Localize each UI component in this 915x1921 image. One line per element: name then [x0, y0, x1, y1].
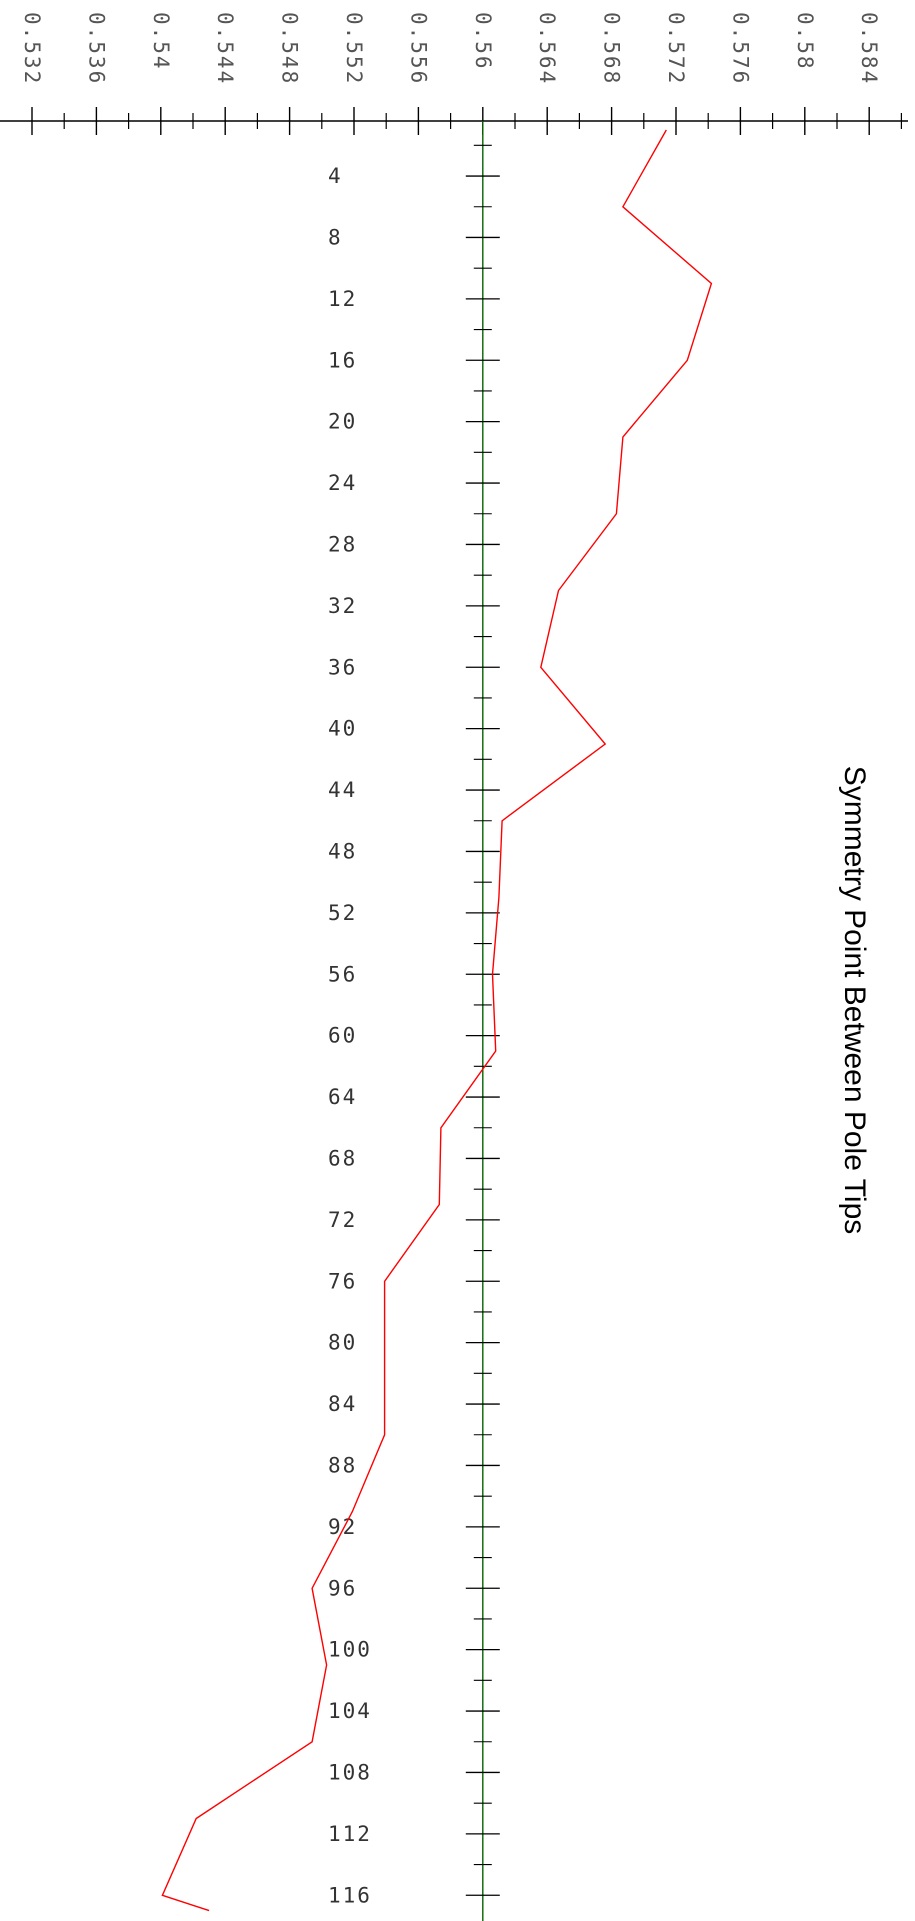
- y-tick-label: 76: [328, 1269, 357, 1293]
- y-tick-label: 24: [328, 471, 357, 495]
- y-tick-label: 48: [328, 839, 357, 863]
- x-tick-label: 0.572: [664, 12, 688, 85]
- y-tick-label: 20: [328, 410, 357, 434]
- y-tick-label: 16: [328, 348, 357, 372]
- y-tick-label: 40: [328, 717, 357, 741]
- y-tick-label: 56: [328, 962, 357, 986]
- y-tick-label: 60: [328, 1024, 357, 1048]
- y-tick-label: 108: [328, 1760, 372, 1784]
- y-tick-label: 64: [328, 1085, 357, 1109]
- y-tick-label: 12: [328, 287, 357, 311]
- chart-title: Symmetry Point Between Pole Tips: [838, 766, 871, 1235]
- series-group: [161, 129, 713, 1912]
- x-tick-label: 0.556: [406, 12, 430, 85]
- y-tick-label: 32: [328, 594, 357, 618]
- x-tick-label: 0.584: [857, 12, 881, 85]
- y-tick-label: 100: [328, 1638, 372, 1662]
- y-tick-label: 44: [328, 778, 357, 802]
- y-tick-label: 88: [328, 1453, 357, 1477]
- x-tick-label: 0.568: [600, 12, 624, 85]
- y-tick-label: 28: [328, 532, 357, 556]
- y-tick-label: 36: [328, 655, 357, 679]
- y-tick-label: 92: [328, 1515, 357, 1539]
- x-tick-label: 0.552: [342, 12, 366, 85]
- y-tick-label: 80: [328, 1331, 357, 1355]
- x-tick-label: 0.564: [535, 12, 559, 85]
- x-tick-label: 0.544: [213, 12, 237, 85]
- x-tick-label: 0.576: [728, 12, 752, 85]
- y-tick-label: 4: [328, 164, 343, 188]
- y-tick-label: 8: [328, 225, 343, 249]
- x-tick-label: 0.548: [278, 12, 302, 85]
- y-tick-label: 72: [328, 1208, 357, 1232]
- y-tick-label: 116: [328, 1883, 372, 1907]
- y-tick-label: 84: [328, 1392, 357, 1416]
- series-line-0: [161, 129, 713, 1912]
- y-tick-label: 52: [328, 901, 357, 925]
- x-tick-label: 0.58: [793, 12, 817, 71]
- y-tick-label: 104: [328, 1699, 372, 1723]
- x-tick-label: 0.56: [471, 12, 495, 71]
- y-tick-label: 68: [328, 1146, 357, 1170]
- x-tick-label: 0.536: [84, 12, 108, 85]
- y-tick-label: 96: [328, 1576, 357, 1600]
- y-axis: 4812162024283236404448525660646872768084…: [328, 121, 500, 1921]
- y-tick-label: 112: [328, 1822, 372, 1846]
- x-axis: 0.532 0.536 0.54 0.544 0.548 0.552 0.556 0.56 0.…: [0, 12, 908, 135]
- x-tick-label: 0.54: [149, 12, 173, 71]
- x-tick-label: 0.532: [20, 12, 44, 85]
